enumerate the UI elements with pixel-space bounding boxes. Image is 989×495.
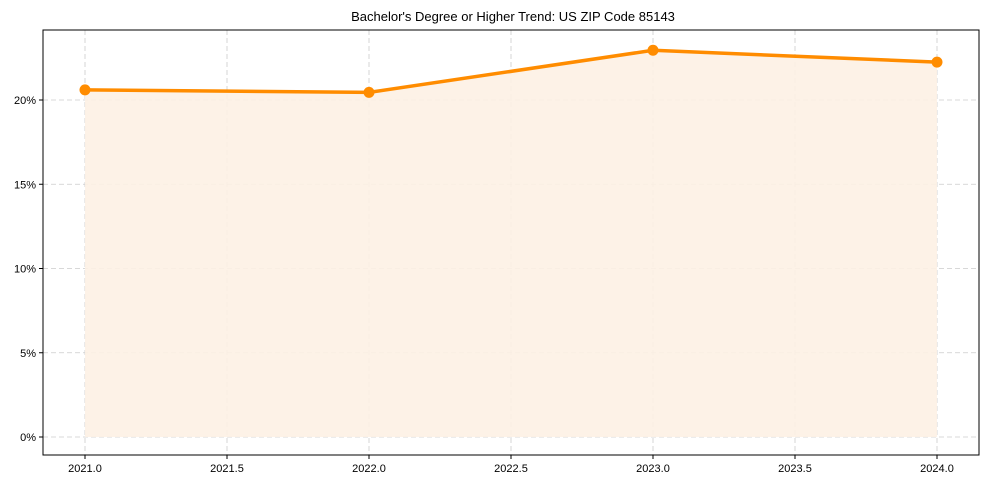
- plot-frame: [42, 29, 980, 456]
- data-point: [931, 56, 943, 68]
- data-point: [647, 44, 659, 56]
- data-point: [363, 86, 375, 98]
- x-tick-label: 2022.5: [494, 463, 528, 475]
- x-tick-label: 2021.5: [210, 463, 244, 475]
- area-layer: [79, 44, 943, 437]
- x-tick-label: 2024.0: [920, 463, 954, 475]
- chart-title: Bachelor's Degree or Higher Trend: US ZI…: [351, 9, 675, 24]
- y-tick-label: 20%: [14, 95, 36, 107]
- y-tick-label: 5%: [20, 348, 36, 360]
- series-line: [84, 48, 938, 95]
- y-tick-label: 10%: [14, 264, 36, 276]
- y-tick-label: 0%: [20, 432, 36, 444]
- data-point: [79, 84, 91, 96]
- x-tick-label: 2022.0: [352, 463, 386, 475]
- y-tick-label: 15%: [14, 179, 36, 191]
- ticks: 2021.0 2021.5 2022.0 2022.5 2023.0 2023.5 2024…: [14, 95, 954, 475]
- x-tick-label: 2021.0: [68, 463, 102, 475]
- x-tick-label: 2023.5: [778, 463, 812, 475]
- area-fill: [85, 50, 937, 437]
- x-tick-label: 2023.0: [636, 463, 670, 475]
